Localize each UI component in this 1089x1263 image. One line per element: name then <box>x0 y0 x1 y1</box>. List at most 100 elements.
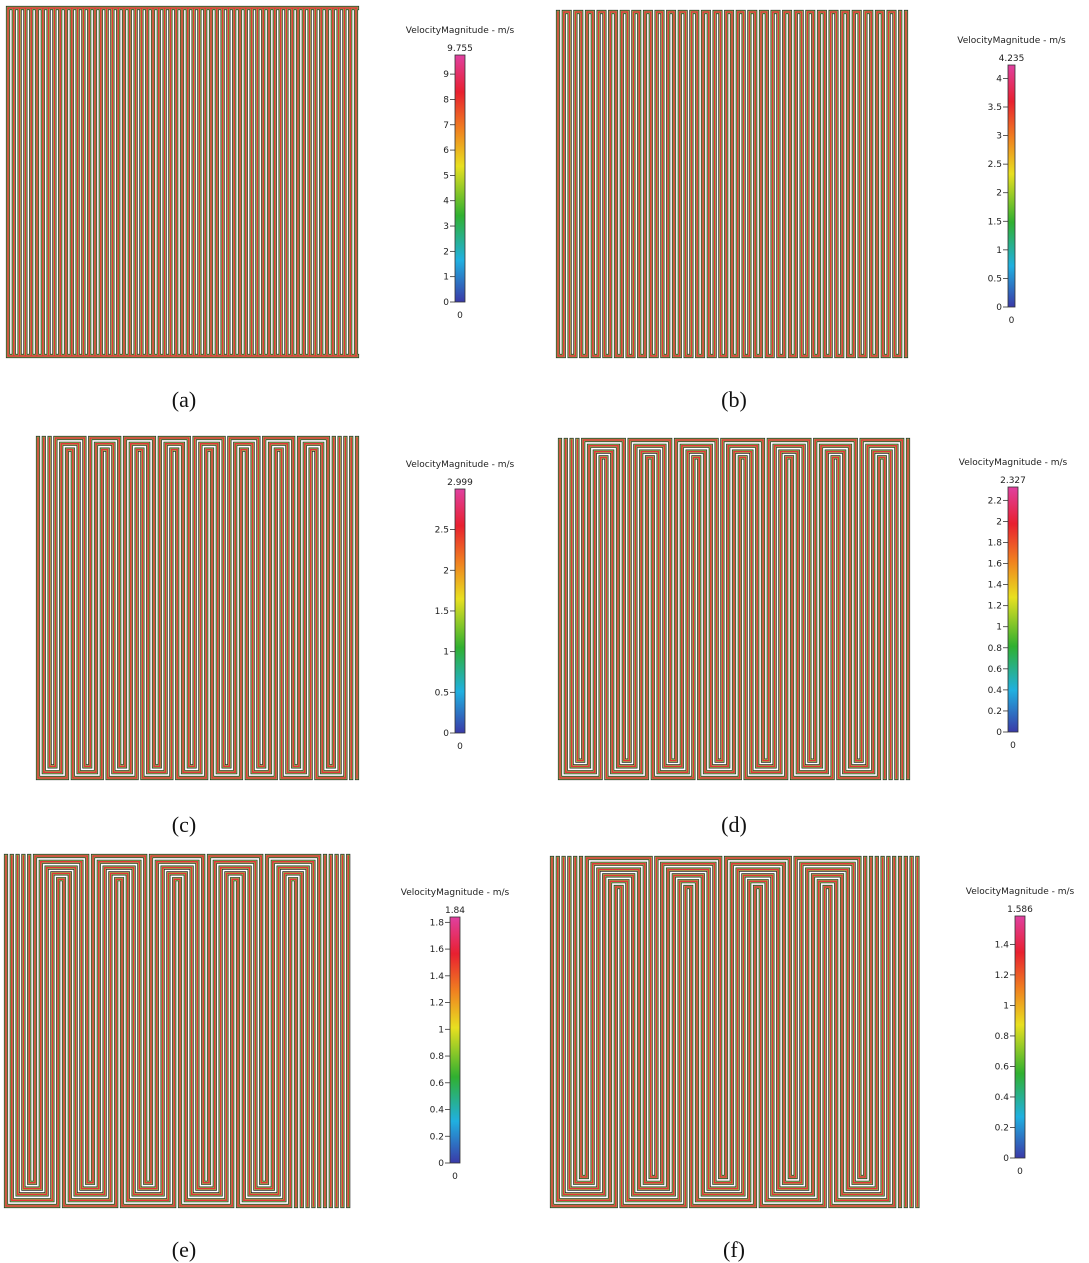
colorbar-tick-label: 1.4 <box>988 581 1003 591</box>
flow-field <box>35 435 360 781</box>
colorbar-tick-label: 4 <box>443 197 449 207</box>
colorbar <box>454 488 466 734</box>
colorbar-tick-label: 0.4 <box>995 1093 1010 1103</box>
colorbar-tick-label: 1.8 <box>988 538 1003 548</box>
flow-field <box>549 855 920 1209</box>
colorbar-tick-label: 0 <box>443 729 449 739</box>
colorbar-tick-label: 0.5 <box>988 274 1002 284</box>
colorbar-tick-label: 2 <box>996 517 1002 527</box>
colorbar-tick-label: 1 <box>443 273 449 283</box>
colorbar-min: 0 <box>1017 1167 1023 1177</box>
flow-field <box>3 853 351 1209</box>
colorbar-tick-label: 0.6 <box>995 1062 1010 1072</box>
colorbar-tick-label: 0.4 <box>430 1106 445 1116</box>
colorbar-tick-label: 1 <box>1003 1001 1009 1011</box>
colorbar-tick-label: 6 <box>443 146 449 156</box>
colorbar-tick-label: 0.8 <box>988 644 1003 654</box>
colorbar-max: 9.755 <box>447 44 473 54</box>
channel-outline <box>549 855 920 1209</box>
colorbar-min: 0 <box>452 1172 458 1182</box>
colorbar-tick-label: 0 <box>443 298 449 308</box>
panel-label: (f) <box>723 1237 745 1262</box>
colorbar-tick-label: 2 <box>443 566 449 576</box>
panel-label: (a) <box>172 387 196 412</box>
colorbar-tick-label: 0 <box>996 728 1002 738</box>
colorbar-tick-label: 0 <box>996 303 1002 313</box>
colorbar-tick-label: 0.2 <box>988 707 1002 717</box>
colorbar-tick-label: 1 <box>443 648 449 658</box>
colorbar <box>1014 915 1026 1159</box>
colorbar-tick-label: 0.6 <box>430 1079 445 1089</box>
colorbar-title: VelocityMagnitude - m/s <box>406 26 515 36</box>
channel-core <box>5 855 349 1207</box>
colorbar-max: 2.999 <box>447 478 473 488</box>
panel-label: (b) <box>721 387 747 412</box>
colorbar-tick-label: 1.5 <box>988 217 1002 227</box>
colorbar-tick-label: 0 <box>438 1159 444 1169</box>
colorbar-tick-label: 4 <box>996 74 1002 84</box>
colorbar-title: VelocityMagnitude - m/s <box>401 888 510 898</box>
colorbar-tick-label: 0.6 <box>988 665 1003 675</box>
colorbar-title: VelocityMagnitude - m/s <box>959 458 1068 468</box>
colorbar-tick-label: 9 <box>443 70 449 80</box>
colorbar-min: 0 <box>457 311 463 321</box>
colorbar-tick-label: 1 <box>996 623 1002 633</box>
colorbar-title: VelocityMagnitude - m/s <box>957 36 1066 46</box>
colorbar-tick-label: 1.6 <box>430 945 445 955</box>
colorbar-tick-label: 1.4 <box>995 940 1010 950</box>
channel-core <box>557 11 907 357</box>
colorbar-tick-label: 0.8 <box>995 1032 1010 1042</box>
colorbar-tick-label: 8 <box>443 95 449 105</box>
colorbar-tick-label: 1.4 <box>430 972 445 982</box>
colorbar-tick-label: 2 <box>996 189 1002 199</box>
colorbar-tick-label: 0.5 <box>435 688 449 698</box>
colorbar-title: VelocityMagnitude - m/s <box>406 460 515 470</box>
colorbar-tick-label: 1.2 <box>988 602 1002 612</box>
colorbar-tick-label: 0.4 <box>988 686 1003 696</box>
colorbar-tick-label: 0.2 <box>995 1123 1009 1133</box>
channel-outline <box>35 435 360 781</box>
colorbar-tick-label: 2.5 <box>988 160 1002 170</box>
channel-core <box>551 857 919 1207</box>
colorbar-tick-label: 1 <box>996 246 1002 256</box>
colorbar-tick-label: 1.2 <box>995 971 1009 981</box>
colorbar-tick-label: 3.5 <box>988 103 1002 113</box>
channel-wall <box>4 854 350 1208</box>
channel-core <box>559 439 909 779</box>
channel-core <box>7 7 358 357</box>
channel-core <box>37 437 358 779</box>
colorbar-tick-label: 2.5 <box>435 526 449 536</box>
colorbar-tick-label: 3 <box>443 222 449 232</box>
colorbar-tick-label: 1.2 <box>430 999 444 1009</box>
panel-label: (d) <box>721 812 747 837</box>
colorbar-min: 0 <box>1010 741 1016 751</box>
flow-field <box>555 9 909 359</box>
colorbar-tick-label: 5 <box>443 171 449 181</box>
colorbar-tick-label: 1.6 <box>988 560 1003 570</box>
flow-field <box>557 437 911 781</box>
colorbar-title: VelocityMagnitude - m/s <box>966 887 1075 897</box>
colorbar-tick-label: 1.8 <box>430 918 445 928</box>
colorbar-tick-label: 0 <box>1003 1154 1009 1164</box>
panel-label: (e) <box>172 1237 196 1262</box>
colorbar-min: 0 <box>457 742 463 752</box>
colorbar-max: 4.235 <box>999 54 1025 64</box>
colorbar-tick-label: 7 <box>443 121 449 131</box>
colorbar-tick-label: 2 <box>443 247 449 257</box>
colorbar-tick-label: 1.5 <box>435 607 449 617</box>
panel-label: (c) <box>172 812 196 837</box>
colorbar <box>1007 64 1016 308</box>
flow-field <box>5 5 360 359</box>
colorbar-max: 1.84 <box>445 906 465 916</box>
colorbar <box>449 916 461 1164</box>
colorbar-tick-label: 0.8 <box>430 1052 445 1062</box>
colorbar-min: 0 <box>1009 316 1015 326</box>
channel-wall <box>550 856 919 1208</box>
colorbar-tick-label: 2.2 <box>988 496 1002 506</box>
colorbar-max: 2.327 <box>1000 476 1026 486</box>
colorbar-tick-label: 3 <box>996 132 1002 142</box>
colorbar <box>1007 486 1019 733</box>
colorbar-max: 1.586 <box>1007 905 1033 915</box>
colorbar-tick-label: 1 <box>438 1025 444 1035</box>
